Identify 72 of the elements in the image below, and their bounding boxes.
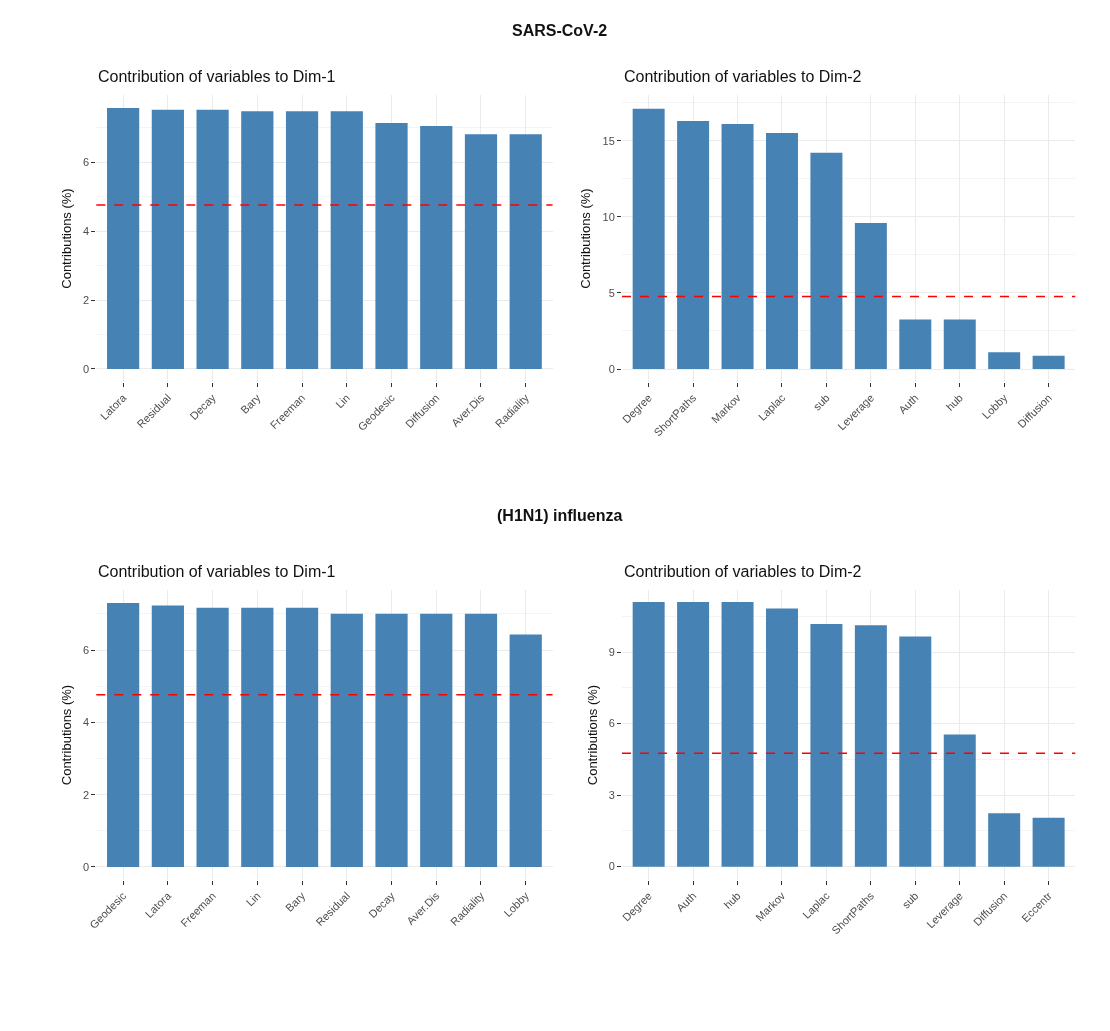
y-tick-label: 9 — [608, 645, 615, 658]
bar — [420, 613, 453, 867]
y-tick-label: 0 — [608, 860, 615, 873]
bar — [1032, 817, 1065, 867]
x-tick-label: Lin — [333, 391, 353, 411]
bar — [810, 152, 843, 370]
bar — [765, 133, 798, 370]
text: (H1N1) influenza — [497, 507, 623, 524]
y-tick-label: 10 — [602, 210, 615, 223]
bar — [632, 108, 665, 370]
y-axis-title: Contributions (%) — [578, 188, 594, 289]
y-tick-label: 6 — [608, 717, 615, 730]
chart-title: Contribution of variables to Dim-2 — [624, 563, 862, 580]
y-tick-label: 2 — [82, 293, 90, 306]
bar — [854, 222, 887, 370]
bar — [509, 634, 542, 867]
bar — [107, 603, 140, 867]
bar — [1032, 355, 1065, 370]
y-axis-title: Contributions (%) — [58, 684, 74, 786]
y-tick-label: 3 — [608, 788, 615, 801]
x-tick-label: hub — [943, 391, 966, 413]
bar — [899, 636, 932, 867]
bar — [464, 613, 498, 867]
chart-title: Contribution of variables to Dim-1 — [98, 68, 336, 85]
bar — [375, 613, 408, 867]
bar — [988, 813, 1021, 867]
x-tick-label: sub — [899, 889, 921, 911]
bar — [899, 319, 932, 370]
y-tick-label: 5 — [608, 286, 615, 299]
bar — [375, 122, 408, 369]
bar — [988, 352, 1021, 370]
bar — [854, 625, 887, 867]
bar — [151, 605, 184, 867]
y-tick-label: 6 — [82, 643, 90, 656]
bar — [632, 601, 665, 867]
y-axis-title: Contributions (%) — [584, 684, 600, 786]
bar — [943, 734, 976, 867]
bar — [420, 126, 453, 369]
bar — [810, 624, 843, 867]
chart-title: Contribution of variables to Dim-2 — [624, 68, 862, 85]
y-tick-label: 0 — [82, 860, 90, 873]
bar — [151, 109, 184, 369]
bar — [677, 601, 710, 867]
bar — [196, 607, 229, 867]
bar — [241, 607, 274, 867]
y-tick-label: 15 — [602, 134, 615, 147]
y-tick-label: 4 — [82, 716, 90, 729]
bar — [509, 134, 542, 369]
bar — [330, 111, 363, 369]
chart-title: Contribution of variables to Dim-1 — [98, 563, 336, 580]
bar — [943, 319, 976, 370]
y-tick-label: 2 — [82, 788, 90, 801]
bar — [285, 607, 319, 867]
bar — [107, 108, 140, 369]
bar — [721, 601, 754, 867]
bar — [285, 111, 319, 369]
bar — [330, 613, 363, 867]
text: SARS-CoV-2 — [512, 22, 608, 39]
bar — [721, 123, 754, 370]
x-tick-label: hub — [721, 889, 743, 911]
bar — [196, 109, 229, 369]
y-axis-title: Contributions (%) — [58, 188, 74, 289]
bar — [241, 111, 274, 369]
y-tick-label: 6 — [82, 156, 90, 169]
x-tick-label: Lin — [243, 889, 263, 909]
bar — [765, 608, 798, 867]
bar — [464, 134, 498, 369]
bar — [677, 120, 710, 370]
y-tick-label: 4 — [82, 224, 90, 237]
y-tick-label: 0 — [82, 362, 90, 375]
y-tick-label: 0 — [608, 362, 615, 375]
x-tick-label: sub — [810, 391, 832, 413]
